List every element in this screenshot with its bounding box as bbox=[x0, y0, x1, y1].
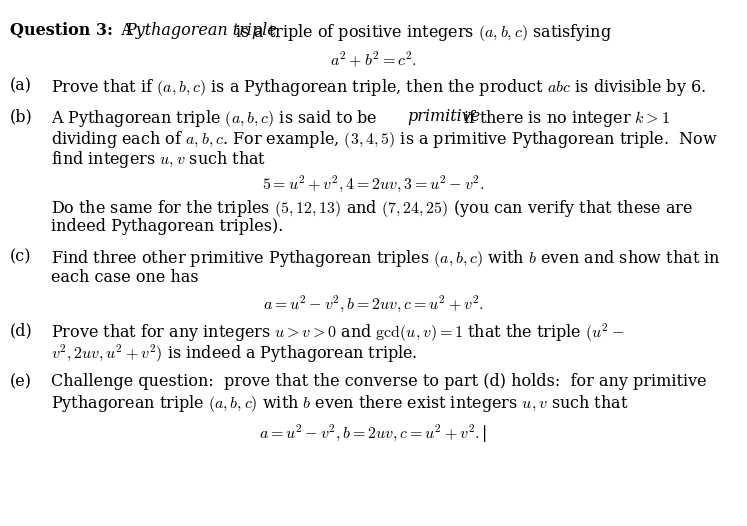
Text: Question 3:: Question 3: bbox=[10, 22, 113, 39]
Text: Pythagorean triple $(a, b, c)$ with $b$ even there exist integers $u, v$ such th: Pythagorean triple $(a, b, c)$ with $b$ … bbox=[51, 393, 628, 414]
Text: (c): (c) bbox=[10, 248, 31, 265]
Text: $a = u^2 - v^2, b = 2uv, c = u^2 + v^2.$|: $a = u^2 - v^2, b = 2uv, c = u^2 + v^2.$… bbox=[259, 423, 488, 446]
Text: $5 = u^2 + v^2, 4 = 2uv, 3 = u^2 - v^2.$: $5 = u^2 + v^2, 4 = 2uv, 3 = u^2 - v^2.$ bbox=[262, 174, 485, 194]
Text: Challenge question:  prove that the converse to part (d) holds:  for any primiti: Challenge question: prove that the conve… bbox=[51, 373, 707, 390]
Text: (b): (b) bbox=[10, 108, 32, 125]
Text: Prove that for any integers $u > v > 0$ and $\gcd(u, v) = 1$ that the triple $(u: Prove that for any integers $u > v > 0$ … bbox=[51, 322, 624, 345]
Text: each case one has: each case one has bbox=[51, 269, 199, 286]
Text: A Pythagorean triple $(a, b, c)$ is said to be: A Pythagorean triple $(a, b, c)$ is said… bbox=[51, 108, 378, 129]
Text: if there is no integer $k > 1$: if there is no integer $k > 1$ bbox=[458, 108, 670, 129]
Text: (a): (a) bbox=[10, 77, 31, 94]
Text: dividing each of $a, b, c$. For example, $(3, 4, 5)$ is a primitive Pythagorean : dividing each of $a, b, c$. For example,… bbox=[51, 129, 718, 150]
Text: Pythagorean triple: Pythagorean triple bbox=[125, 22, 277, 39]
Text: (e): (e) bbox=[10, 373, 31, 390]
Text: Do the same for the triples $(5, 12, 13)$ and $(7, 24, 25)$ (you can verify that: Do the same for the triples $(5, 12, 13)… bbox=[51, 198, 693, 219]
Text: Prove that if $(a, b, c)$ is a Pythagorean triple, then the product $abc$ is div: Prove that if $(a, b, c)$ is a Pythagore… bbox=[51, 77, 706, 98]
Text: is a triple of positive integers $(a, b, c)$ satisfying: is a triple of positive integers $(a, b,… bbox=[230, 22, 612, 43]
Text: indeed Pythagorean triples).: indeed Pythagorean triples). bbox=[51, 218, 283, 235]
Text: A: A bbox=[111, 22, 137, 39]
Text: $a^2 + b^2 = c^2.$: $a^2 + b^2 = c^2.$ bbox=[330, 50, 417, 70]
Text: find integers $u, v$ such that: find integers $u, v$ such that bbox=[51, 149, 266, 170]
Text: $v^2, 2uv, u^2 + v^2)$ is indeed a Pythagorean triple.: $v^2, 2uv, u^2 + v^2)$ is indeed a Pytha… bbox=[51, 342, 418, 365]
Text: primitive: primitive bbox=[407, 108, 480, 125]
Text: Find three other primitive Pythagorean triples $(a, b, c)$ with $b$ even and sho: Find three other primitive Pythagorean t… bbox=[51, 248, 720, 269]
Text: $a = u^2 - v^2, b = 2uv, c = u^2 + v^2.$: $a = u^2 - v^2, b = 2uv, c = u^2 + v^2.$ bbox=[263, 293, 484, 313]
Text: (d): (d) bbox=[10, 322, 32, 339]
